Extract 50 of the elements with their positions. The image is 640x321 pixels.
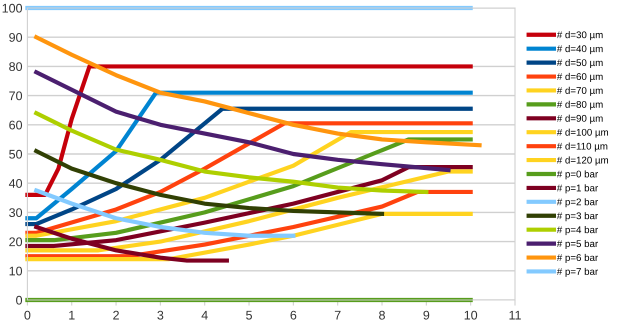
x-tick-label: 5 — [246, 310, 252, 320]
x-tick-label: 11 — [509, 310, 521, 320]
line-series — [25, 90, 473, 220]
line-series — [25, 212, 473, 262]
y-tick-label: 30 — [9, 208, 22, 218]
legend-label: # p=2 bar — [556, 198, 598, 208]
y-tick-label: 90 — [9, 33, 22, 42]
legend-label: # p=5 bar — [556, 240, 598, 250]
legend-label: # d=90 µm — [556, 114, 603, 124]
legend-label: # p=7 bar — [556, 268, 598, 277]
y-tick-label: 70 — [9, 91, 22, 100]
y-tick-label: 80 — [9, 62, 22, 72]
y-tick-label: 40 — [8, 179, 22, 188]
legend-label: # d=40 µm — [556, 45, 603, 54]
legend-label: # p=4 bar — [556, 226, 598, 236]
y-tick-label: 20 — [9, 237, 22, 246]
x-tick-label: 2 — [113, 310, 119, 320]
y-tick-label: 0 — [16, 296, 22, 305]
y-tick-label: 100 — [2, 4, 22, 13]
legend-label: # d=70 µm — [556, 86, 603, 96]
x-tick-label: 3 — [157, 310, 164, 320]
line-series — [34, 70, 451, 172]
x-tick-label: 6 — [290, 310, 296, 320]
legend-label: # p=0 bar — [556, 170, 598, 180]
x-tick-label: 7 — [334, 310, 341, 320]
line-series — [34, 188, 296, 238]
legend-label: # d=120 µm — [556, 156, 608, 166]
x-tick-label: 8 — [379, 310, 385, 320]
legend-label: # d=100 µm — [556, 128, 608, 138]
legend-label: # d=110 µm — [556, 142, 608, 152]
legend-label: # p=6 bar — [556, 254, 598, 263]
line-series — [25, 64, 473, 197]
y-tick-label: 60 — [9, 120, 22, 130]
line-series — [34, 148, 384, 216]
line-series — [34, 35, 482, 148]
x-tick-label: 1 — [69, 310, 75, 320]
x-tick-label: 0 — [24, 310, 30, 320]
legend-label: # d=50 µm — [556, 58, 603, 68]
legend-label: # d=30 µm — [556, 31, 603, 40]
x-tick-label: 9 — [423, 310, 430, 320]
legend-label: # p=3 bar — [556, 212, 598, 222]
line-series — [34, 111, 428, 194]
legend-label: # d=80 µm — [556, 100, 603, 110]
x-tick-label: 4 — [202, 310, 208, 320]
y-tick-label: 10 — [10, 266, 22, 276]
x-tick-label: 10 — [464, 310, 478, 320]
legend-label: # d=60 µm — [556, 72, 603, 82]
legend-label: # p=1 bar — [556, 184, 598, 194]
y-tick-label: 50 — [9, 150, 22, 159]
line-series — [25, 106, 473, 226]
